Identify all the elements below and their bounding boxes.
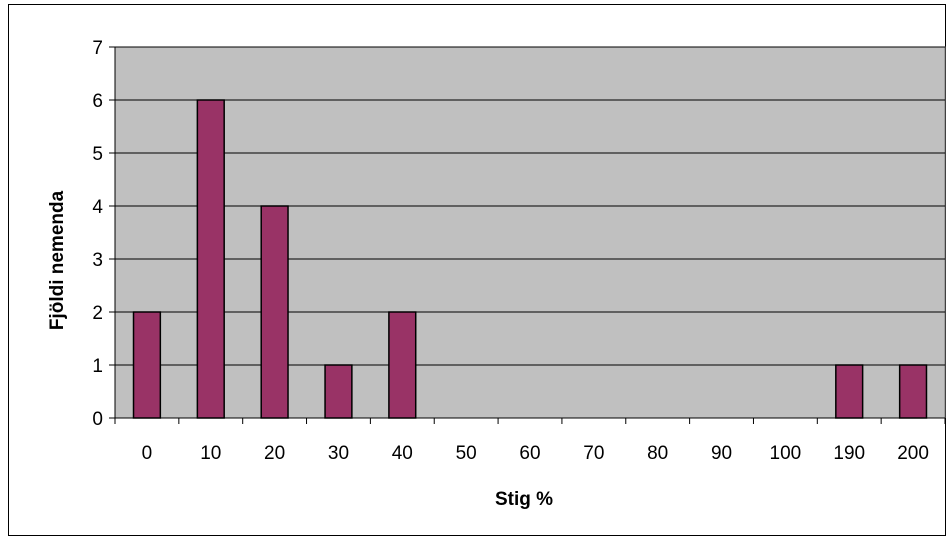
y-tick-label: 0 bbox=[92, 409, 103, 430]
gridlines bbox=[115, 46, 945, 366]
x-axis-title: Stig % bbox=[495, 489, 553, 510]
chart-container: 0 1 2 3 4 5 6 7 0 10 20 30 40 50 60 70 80 90 100 190 200 Fj… bbox=[8, 4, 946, 536]
bar-40 bbox=[388, 311, 417, 419]
bar-10 bbox=[196, 99, 225, 419]
y-tick-label: 6 bbox=[92, 91, 103, 112]
x-tick-label: 80 bbox=[647, 443, 668, 464]
y-tick-label: 2 bbox=[92, 303, 103, 324]
y-tick-label: 4 bbox=[92, 197, 103, 218]
x-tick-label: 60 bbox=[519, 443, 540, 464]
y-tick-label: 5 bbox=[92, 144, 103, 165]
bar-200 bbox=[898, 364, 928, 419]
bar-190 bbox=[835, 364, 864, 419]
x-tick-label: 200 bbox=[897, 443, 929, 464]
bar-30 bbox=[324, 364, 353, 419]
y-tick-label: 1 bbox=[92, 356, 103, 377]
x-tick-label: 0 bbox=[142, 443, 153, 464]
x-tick-label: 190 bbox=[833, 443, 865, 464]
y-tick-label: 7 bbox=[92, 38, 103, 59]
bar-20 bbox=[260, 205, 289, 419]
x-tick-label: 30 bbox=[328, 443, 349, 464]
x-tick-label: 20 bbox=[264, 443, 285, 464]
x-tick-label: 10 bbox=[200, 443, 221, 464]
x-tick-labels: 0 10 20 30 40 50 60 70 80 90 100 190 200 bbox=[142, 443, 929, 464]
y-axis-title: Fjöldi nemenda bbox=[47, 190, 68, 330]
axes bbox=[109, 46, 946, 424]
x-tick-label: 100 bbox=[770, 443, 802, 464]
x-tick-label: 50 bbox=[456, 443, 477, 464]
plot-area bbox=[114, 46, 946, 419]
bars-group bbox=[132, 99, 928, 419]
bar-chart: 0 1 2 3 4 5 6 7 0 10 20 30 40 50 60 70 80 90 100 190 200 Fj… bbox=[47, 38, 946, 510]
bar-0 bbox=[132, 311, 162, 419]
x-tick-label: 70 bbox=[583, 443, 604, 464]
y-tick-label: 3 bbox=[92, 250, 103, 271]
x-tick-label: 40 bbox=[392, 443, 413, 464]
y-tick-labels: 0 1 2 3 4 5 6 7 bbox=[92, 38, 103, 430]
x-tick-label: 90 bbox=[711, 443, 732, 464]
